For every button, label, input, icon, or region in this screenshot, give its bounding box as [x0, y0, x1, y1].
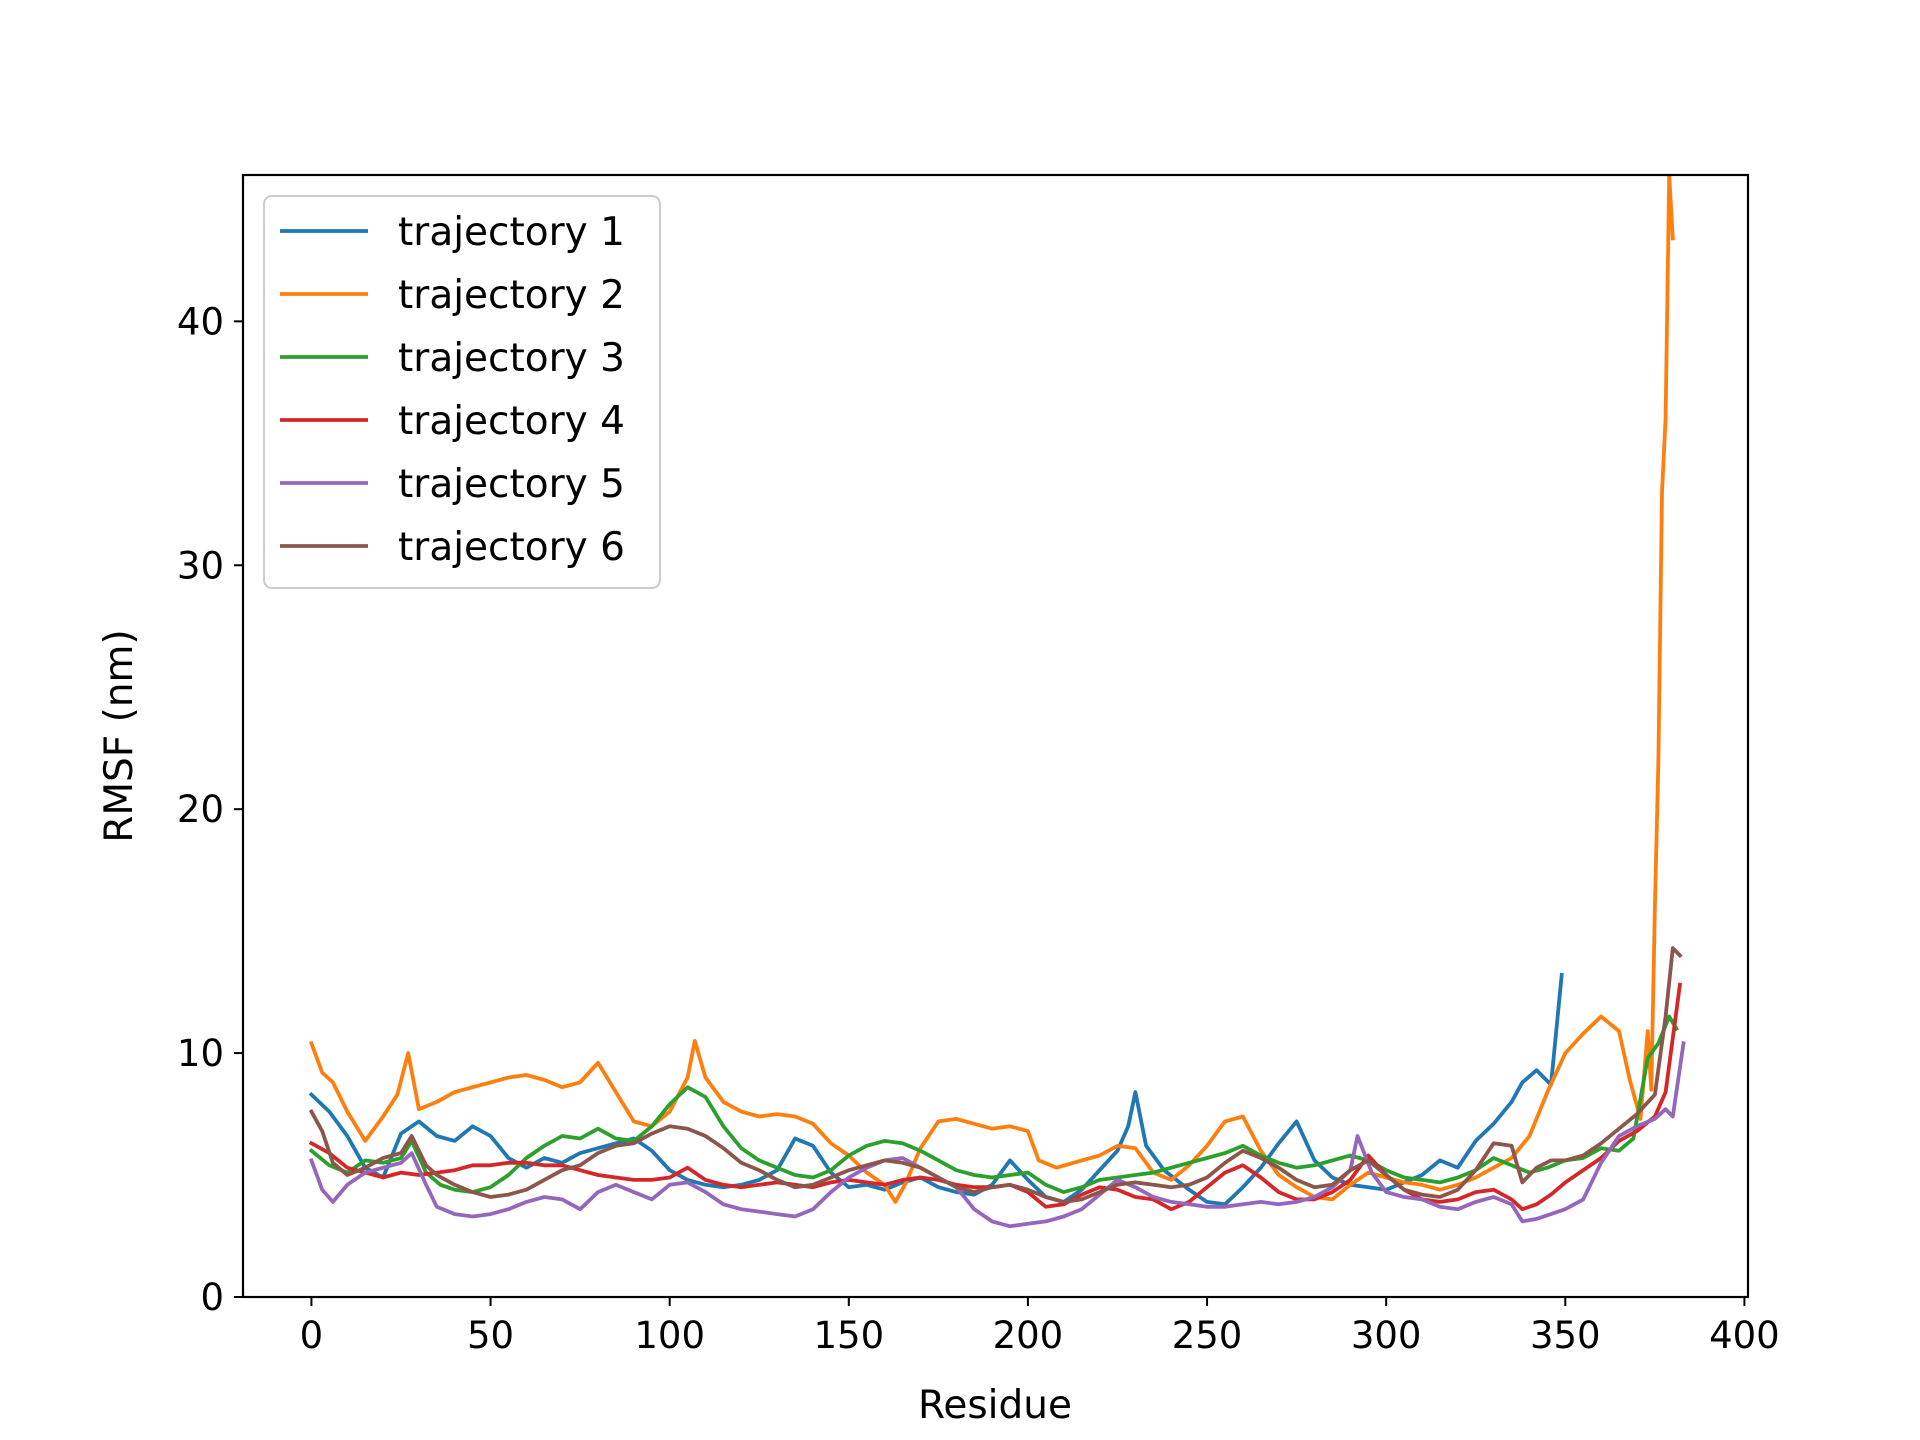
series-line-trajectory-6 — [308, 946, 1683, 1204]
y-tick-label: 40 — [177, 300, 224, 343]
y-tick-label: 20 — [177, 788, 224, 831]
x-tick-label: 0 — [300, 1314, 324, 1357]
x-tick-label: 300 — [1351, 1314, 1422, 1357]
series-layer — [308, 175, 1686, 1229]
y-axis: 0 10 20 30 40 — [177, 300, 243, 1319]
y-tick-label: 30 — [177, 544, 224, 587]
x-axis-title: Residue — [918, 1383, 1072, 1428]
y-axis-title: RMSF (nm) — [97, 629, 142, 842]
x-tick-label: 50 — [467, 1314, 514, 1357]
series-line-trajectory-1 — [308, 972, 1564, 1207]
series-line-trajectory-2 — [308, 175, 1675, 1204]
legend-label-trajectory-3: trajectory 3 — [398, 336, 625, 381]
legend-label-trajectory-4: trajectory 4 — [398, 399, 625, 444]
series-line-trajectory-5 — [308, 1041, 1686, 1229]
legend-label-trajectory-2: trajectory 2 — [398, 273, 625, 318]
x-tick-label: 150 — [813, 1314, 884, 1357]
x-axis: 0 50 100 150 200 250 300 350 400 — [300, 1297, 1780, 1357]
legend-label-trajectory-6: trajectory 6 — [398, 525, 625, 570]
y-tick-label: 10 — [177, 1032, 224, 1075]
legend: trajectory 1 trajectory 2 trajectory 3 traj… — [263, 195, 661, 589]
x-tick-label: 100 — [634, 1314, 705, 1357]
x-tick-label: 200 — [993, 1314, 1064, 1357]
x-tick-label: 350 — [1530, 1314, 1601, 1357]
x-tick-label: 250 — [1172, 1314, 1243, 1357]
legend-label-trajectory-1: trajectory 1 — [398, 210, 625, 255]
plot-frame — [241, 173, 1750, 1299]
y-tick-label: 0 — [200, 1276, 224, 1319]
x-tick-label: 400 — [1709, 1314, 1780, 1357]
legend-label-trajectory-5: trajectory 5 — [398, 462, 625, 507]
